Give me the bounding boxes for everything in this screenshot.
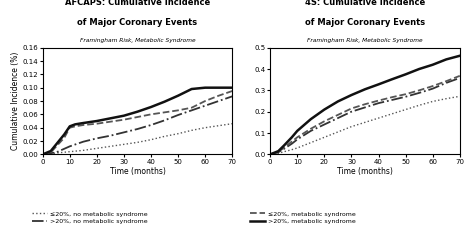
Text: of Major Coronary Events: of Major Coronary Events <box>77 18 198 27</box>
Text: AFCAPS: Cumulative Incidence: AFCAPS: Cumulative Incidence <box>65 0 210 7</box>
X-axis label: Time (months): Time (months) <box>337 167 393 176</box>
Legend: ≤20%, no metabolic syndrome, >20%, no metabolic syndrome: ≤20%, no metabolic syndrome, >20%, no me… <box>32 211 148 224</box>
Text: Framingham Risk, Metabolic Syndrome: Framingham Risk, Metabolic Syndrome <box>307 38 423 43</box>
Text: 4S: Cumulative Incidence: 4S: Cumulative Incidence <box>305 0 425 7</box>
X-axis label: Time (months): Time (months) <box>109 167 165 176</box>
Legend: ≤20%, metabolic syndrome, >20%, metabolic syndrome: ≤20%, metabolic syndrome, >20%, metaboli… <box>250 211 356 224</box>
Text: Framingham Risk, Metabolic Syndrome: Framingham Risk, Metabolic Syndrome <box>80 38 195 43</box>
Text: of Major Coronary Events: of Major Coronary Events <box>305 18 425 27</box>
Y-axis label: Cumulative Incidence (%): Cumulative Incidence (%) <box>11 52 20 150</box>
